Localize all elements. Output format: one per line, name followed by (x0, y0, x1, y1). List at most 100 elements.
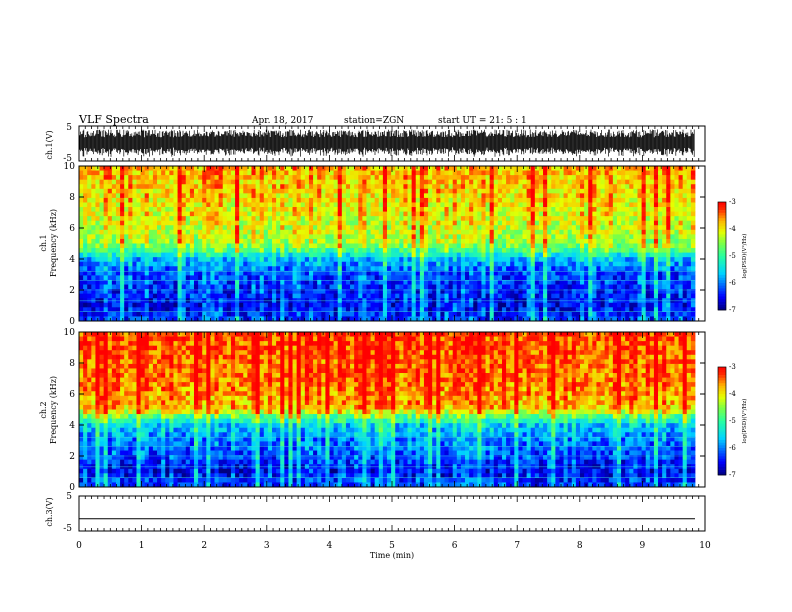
spectrogram-cell (173, 184, 178, 190)
spectrogram-cell (210, 175, 215, 181)
spectrogram-cell (255, 279, 261, 285)
spectrogram-cell (288, 275, 293, 281)
spectrogram-cell (391, 284, 396, 290)
spectrogram-cell (514, 302, 519, 308)
spectrogram-cell (391, 279, 396, 285)
spectrogram-cell (678, 252, 684, 258)
spectrogram-cell (448, 293, 454, 299)
spectrogram-cell (177, 279, 183, 285)
spectrogram-cell (317, 188, 322, 194)
spectrogram-cell (403, 225, 408, 231)
spectrogram-cell (395, 261, 400, 267)
spectrogram-cell (670, 243, 675, 249)
spectrogram-cell (575, 284, 581, 290)
spectrogram-cell (103, 248, 109, 254)
spectrogram-cell (337, 193, 343, 199)
spectrogram-cell (637, 252, 642, 258)
spectrogram-cell (259, 207, 265, 212)
spectrogram-cell (296, 202, 302, 208)
spectrogram-cell (243, 252, 248, 258)
spectrogram-cell (378, 279, 384, 285)
spectrogram-cell (79, 261, 84, 267)
spectrogram-cell (103, 175, 109, 181)
spectrogram-cell (115, 175, 121, 181)
spectrogram-cell (206, 234, 211, 240)
spectrogram-cell (272, 261, 277, 267)
spectrogram-cell (378, 220, 384, 226)
spectrogram-cell (288, 234, 293, 240)
spectrogram-cell (641, 202, 647, 208)
spectrogram-cell (477, 284, 482, 290)
spectrogram-cell (485, 220, 491, 226)
spectrogram-cell (690, 166, 696, 171)
spectrogram-cell (399, 175, 404, 181)
spectrogram-cell (83, 225, 88, 231)
spectrogram-cell (580, 279, 585, 285)
spectrogram-cell (300, 279, 306, 285)
spectrogram-cell (345, 248, 351, 254)
spectrogram-cell (79, 238, 84, 244)
spectrogram-cell (419, 170, 425, 176)
spectrogram-cell (518, 175, 523, 181)
spectrogram-cell (477, 207, 482, 212)
spectrogram-cell (522, 284, 528, 290)
spectrogram-cell (198, 188, 203, 194)
spectrogram-cell (308, 193, 314, 199)
spectrogram-cell (206, 166, 211, 171)
spectrogram-cell (218, 293, 224, 299)
spectrogram-cell (374, 216, 380, 222)
spectrogram-cell (621, 243, 626, 249)
spectrogram-cell (674, 202, 679, 208)
spectrogram-cell (621, 279, 626, 285)
spectrogram-cell (374, 257, 380, 263)
spectrogram-cell (198, 234, 203, 240)
spectrogram-cell (534, 170, 540, 176)
spectrogram-cell (415, 207, 421, 212)
spectrogram-cell (526, 216, 532, 222)
spectrogram-cell (341, 225, 347, 231)
spectrogram-cell (259, 197, 265, 203)
spectrogram-cell (337, 234, 343, 240)
spectrogram-cell (419, 225, 425, 231)
spectrogram-cell (534, 270, 540, 276)
spectrogram-cell (428, 207, 433, 212)
spectrogram-cell (181, 284, 187, 290)
spectrogram-cell (625, 175, 630, 181)
spectrogram-cell (161, 166, 166, 171)
spectrogram-cell (395, 184, 400, 190)
spectrogram-cell (629, 293, 634, 299)
spectrogram-cell (152, 243, 158, 249)
spectrogram-cell (469, 302, 474, 308)
spectrogram-cell (547, 302, 552, 308)
spectrogram-cell (140, 316, 146, 322)
spectrogram-cell (678, 225, 684, 231)
spectrogram-cell (157, 284, 162, 290)
spectrogram-cell (222, 279, 228, 285)
spectrogram-cell (161, 293, 166, 299)
spectrogram-cell (448, 193, 454, 199)
spectrogram-cell (493, 248, 499, 254)
spectrogram-cell (386, 225, 392, 231)
spectrogram-cell (292, 307, 298, 313)
spectrogram-cell (362, 275, 367, 281)
spectrogram-cell (662, 197, 667, 203)
spectrogram-cell (350, 307, 355, 313)
spectrogram-cell (518, 234, 523, 240)
spectrogram-cell (563, 284, 569, 290)
spectrogram-cell (506, 202, 511, 208)
spectrogram-cell (653, 284, 659, 290)
spectrogram-cell (604, 266, 610, 272)
spectrogram-cell (612, 225, 618, 231)
spectrogram-cell (189, 279, 195, 285)
spectrogram-cell (79, 216, 84, 222)
spectrogram-cell (325, 193, 330, 199)
spectrogram-cell (144, 188, 150, 194)
spectrogram-cell (678, 261, 684, 267)
spectrogram-cell (407, 234, 413, 240)
spectrogram-cell (588, 238, 593, 244)
spectrogram-cell (395, 275, 400, 281)
spectrogram-cell (403, 243, 408, 249)
spectrogram-cell (243, 275, 248, 281)
spectrogram-cell (633, 311, 638, 317)
spectrogram-cell (345, 270, 351, 276)
